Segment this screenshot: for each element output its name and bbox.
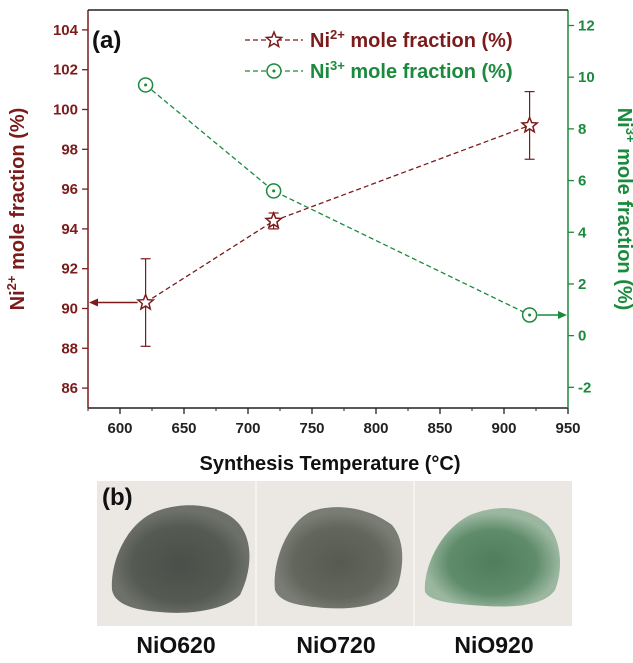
sample-label-nio920: NiO920 [454, 632, 534, 658]
y-left-tick-label: 98 [61, 141, 78, 158]
legend-marker-center [272, 69, 276, 73]
panel-label-b: (b) [102, 484, 133, 511]
y-left-tick-label: 90 [61, 301, 78, 318]
y-left-tick-label: 96 [61, 181, 78, 198]
data-point-center [272, 189, 276, 193]
x-tick-label: 650 [171, 420, 196, 437]
y-right-tick-label: 6 [578, 173, 586, 190]
y-left-tick-label: 86 [61, 380, 78, 397]
series-line [145, 84, 530, 316]
y-left-tick-label: 92 [61, 261, 78, 278]
data-point-center [144, 83, 148, 87]
legend-marker-star [264, 29, 284, 49]
y-left-tick-label: 94 [61, 221, 78, 238]
x-tick-label: 600 [107, 420, 132, 437]
photo-panel: (b) [97, 481, 572, 626]
powder-pile-nio720 [274, 507, 403, 609]
data-point-star [136, 292, 156, 311]
y-left-tick-label: 100 [53, 102, 78, 119]
y-right-tick-label: 12 [578, 18, 595, 35]
x-tick-label: 800 [363, 420, 388, 437]
y-right-tick-label: -2 [578, 379, 591, 396]
y-right-tick-label: 0 [578, 328, 586, 345]
powder-pile-nio920 [424, 508, 561, 607]
legend: Ni2+ mole fraction (%) Ni3+ mole fraction… [245, 27, 513, 83]
legend-label: Ni2+ mole fraction (%) [310, 27, 513, 52]
tick-layer: 600 650 700 750 800 850 900 9508688909294969810… [53, 18, 595, 437]
panel-label-a: (a) [92, 27, 121, 54]
x-tick-label: 750 [299, 420, 324, 437]
x-tick-label: 850 [427, 420, 452, 437]
photo-divider-right [413, 481, 415, 626]
powder-pile-nio620 [111, 505, 250, 613]
x-tick-label: 700 [235, 420, 260, 437]
x-tick-label: 950 [555, 420, 580, 437]
photo-divider-left [255, 481, 257, 626]
y-left-tick-label: 102 [53, 62, 78, 79]
y-right-tick-label: 8 [578, 121, 586, 138]
legend-label: Ni3+ mole fraction (%) [310, 58, 513, 83]
data-point-star [520, 115, 540, 134]
y-left-tick-label: 88 [61, 340, 78, 357]
y-left-tick-label: 104 [53, 22, 79, 39]
left-axis-arrowhead [89, 298, 98, 307]
axes-layer: Ni2+ mole fraction (%) Ni3+ mole fraction… [4, 9, 633, 409]
y-axis-right-label: Ni3+ mole fraction (%) [613, 108, 633, 311]
series-layer [89, 77, 567, 347]
series-line [145, 124, 530, 304]
y-right-tick-label: 4 [578, 224, 587, 241]
data-point-star [264, 210, 284, 230]
right-axis-arrowhead [558, 310, 567, 319]
data-point-center [528, 313, 532, 317]
x-axis-label: Synthesis Temperature (°C) [199, 453, 460, 475]
x-tick-label: 900 [491, 420, 516, 437]
sample-label-nio620: NiO620 [136, 632, 216, 658]
y-right-tick-label: 10 [578, 69, 595, 86]
y-axis-left-label: Ni2+ mole fraction (%) [4, 108, 29, 311]
y-right-tick-label: 2 [578, 276, 586, 293]
sample-label-nio720: NiO720 [296, 632, 376, 658]
